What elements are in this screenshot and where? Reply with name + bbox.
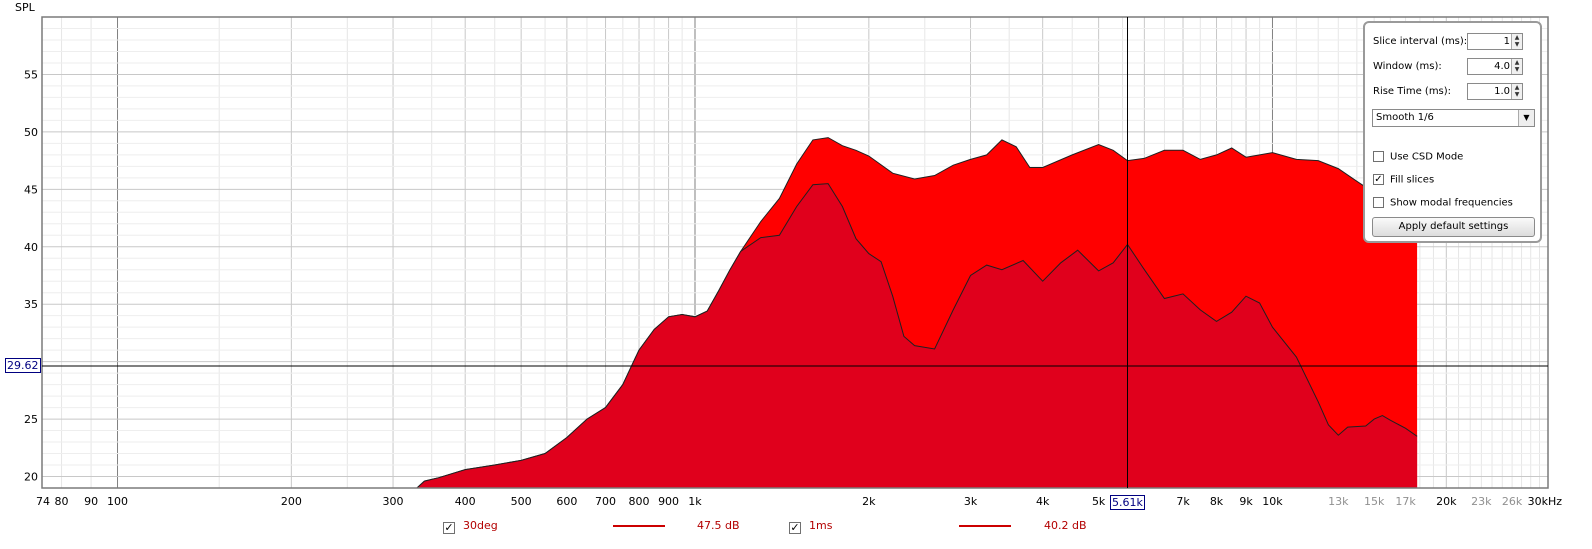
window-spinner[interactable]: 4.0 ▲ ▼ <box>1467 58 1523 75</box>
y-tick-label: 50 <box>24 126 38 139</box>
y-tick-label: 25 <box>24 413 38 426</box>
y-tick-label: 55 <box>24 68 38 81</box>
y-axis-label: SPL <box>15 1 35 14</box>
x-tick-label: 500 <box>511 495 532 508</box>
y-tick-label: 40 <box>24 241 38 254</box>
fill-slices-label: Fill slices <box>1390 174 1435 186</box>
x-tick-label: 400 <box>455 495 476 508</box>
show-modal-label: Show modal frequencies <box>1390 197 1513 209</box>
x-tick-label: 20k <box>1436 495 1457 508</box>
x-tick-label: 5k <box>1092 495 1106 508</box>
chevron-down-icon[interactable]: ▼ <box>1518 110 1534 126</box>
plot-border <box>41 16 1549 489</box>
legend-name: 30deg <box>463 519 498 532</box>
legend-value-30deg: 47.5 dB <box>697 519 740 532</box>
smoothing-value: Smooth 1/6 <box>1376 112 1434 123</box>
y-tick-label: 45 <box>24 183 38 196</box>
show-modal-checkbox[interactable]: Show modal frequencies <box>1373 197 1513 209</box>
spinner-arrows-icon[interactable]: ▲ ▼ <box>1511 34 1522 49</box>
x-tick-label: 13k <box>1328 495 1349 508</box>
x-tick-label: 26k <box>1502 495 1523 508</box>
use-csd-checkbox[interactable]: Use CSD Mode <box>1373 151 1463 163</box>
x-tick-label: 3k <box>964 495 978 508</box>
cursor-x-readout: 5.61k <box>1110 495 1145 510</box>
x-tick-label: 8k <box>1210 495 1224 508</box>
slice-interval-value: 1 <box>1503 36 1510 47</box>
checkbox-box[interactable] <box>1373 197 1384 208</box>
legend-value-1ms: 40.2 dB <box>1044 519 1087 532</box>
slice-interval-label: Slice interval (ms): <box>1373 36 1468 47</box>
legend-item-30deg[interactable]: ✓ 30deg <box>443 519 498 534</box>
chart-ticks: 20 25 35 40 45 50 55 74 80 90 100 200 300 400 500 600 70… <box>24 68 1562 508</box>
x-tick-label: 30kHz <box>1528 495 1563 508</box>
x-tick-label: 4k <box>1036 495 1050 508</box>
series-outline-1ms <box>416 183 1418 489</box>
chart-areas <box>416 137 1418 489</box>
rise-time-label: Rise Time (ms): <box>1373 86 1452 97</box>
x-tick-label: 100 <box>107 495 128 508</box>
cursor-y-readout: 29.62 <box>5 358 41 373</box>
window-value: 4.0 <box>1494 61 1510 72</box>
checkbox-box[interactable]: ✓ <box>1373 174 1384 185</box>
slice-interval-spinner[interactable]: 1 ▲ ▼ <box>1467 33 1523 50</box>
x-tick-label: 900 <box>658 495 679 508</box>
x-tick-label: 200 <box>281 495 302 508</box>
x-tick-label: 1k <box>688 495 702 508</box>
y-tick-label: 35 <box>24 298 38 311</box>
checkbox-box[interactable] <box>1373 151 1384 162</box>
slice-settings-panel: Slice interval (ms): 1 ▲ ▼ Window (ms): 4… <box>1363 21 1542 243</box>
x-tick-label: 2k <box>862 495 876 508</box>
legend-name: 1ms <box>809 519 833 532</box>
x-tick-label: 74 <box>36 495 50 508</box>
rise-time-spinner[interactable]: 1.0 ▲ ▼ <box>1467 83 1523 100</box>
use-csd-label: Use CSD Mode <box>1390 151 1464 163</box>
x-tick-label: 15k <box>1364 495 1385 508</box>
x-tick-label: 9k <box>1239 495 1253 508</box>
x-tick-label: 700 <box>595 495 616 508</box>
rise-time-value: 1.0 <box>1494 86 1510 97</box>
fill-slices-checkbox[interactable]: ✓ Fill slices <box>1373 174 1434 186</box>
x-tick-label: 7k <box>1176 495 1190 508</box>
spinner-arrows-icon[interactable]: ▲ ▼ <box>1511 59 1522 74</box>
legend-checkbox[interactable]: ✓ <box>443 521 455 534</box>
x-tick-label: 300 <box>383 495 404 508</box>
x-tick-label: 10k <box>1262 495 1283 508</box>
x-tick-label: 80 <box>55 495 69 508</box>
x-tick-label: 600 <box>556 495 577 508</box>
plot-frame <box>41 16 1549 489</box>
smoothing-select[interactable]: Smooth 1/6 ▼ <box>1372 109 1535 127</box>
apply-default-settings-button[interactable]: Apply default settings <box>1372 217 1535 237</box>
spinner-arrows-icon[interactable]: ▲ ▼ <box>1511 84 1522 99</box>
x-tick-label: 17k <box>1395 495 1416 508</box>
chart-cursor <box>42 17 1548 488</box>
series-area-1ms <box>416 183 1418 488</box>
y-tick-label: 20 <box>24 471 38 484</box>
x-tick-label: 23k <box>1471 495 1492 508</box>
legend-item-1ms[interactable]: ✓ 1ms <box>789 519 832 534</box>
x-tick-label: 90 <box>84 495 98 508</box>
x-tick-label: 800 <box>629 495 650 508</box>
window-label: Window (ms): <box>1373 61 1442 72</box>
legend-checkbox[interactable]: ✓ <box>789 521 801 534</box>
legend-line-30deg <box>613 525 665 527</box>
legend-line-1ms <box>959 525 1011 527</box>
